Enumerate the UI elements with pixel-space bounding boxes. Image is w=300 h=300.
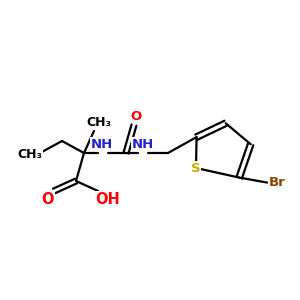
Text: CH₃: CH₃ — [86, 116, 112, 130]
Text: OH: OH — [96, 191, 120, 206]
Text: NH: NH — [91, 137, 113, 151]
Text: NH: NH — [132, 137, 154, 151]
Text: O: O — [42, 191, 54, 206]
Text: O: O — [130, 110, 142, 122]
Text: CH₃: CH₃ — [17, 148, 43, 161]
Text: Br: Br — [269, 176, 286, 189]
Text: S: S — [191, 161, 201, 175]
